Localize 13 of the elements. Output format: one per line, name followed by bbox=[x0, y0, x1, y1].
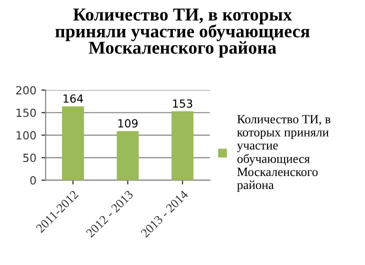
bar bbox=[62, 106, 84, 180]
data-label: 153 bbox=[173, 99, 192, 108]
legend-label: Количество ТИ, в которых приняли участие обучающиеся Москаленского района bbox=[237, 115, 330, 192]
y-tick-label: 200 bbox=[16, 86, 36, 94]
y-tick-label: 50 bbox=[23, 154, 36, 162]
data-label: 109 bbox=[118, 119, 138, 128]
y-tick-label: 0 bbox=[30, 176, 36, 185]
y-tick-label: 100 bbox=[16, 131, 36, 140]
bar bbox=[116, 131, 139, 180]
data-label: 164 bbox=[64, 94, 83, 103]
y-tick-label: 150 bbox=[16, 108, 36, 118]
bar bbox=[172, 111, 194, 180]
chart-title: Количество ТИ, в которых приняли участие обучающиеся Москаленского района bbox=[55, 8, 310, 58]
